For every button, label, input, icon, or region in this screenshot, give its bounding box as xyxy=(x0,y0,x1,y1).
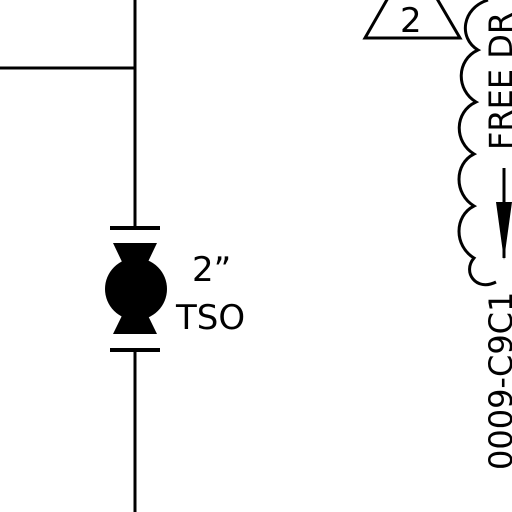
valve-type-label: TSO xyxy=(175,298,245,338)
flow-arrowhead xyxy=(496,202,512,260)
tso-valve-symbol xyxy=(105,243,167,334)
revision-cloud xyxy=(457,0,497,287)
revision-triangle: 2 xyxy=(362,0,463,41)
vertical-note-upper: FREE DR xyxy=(482,12,512,150)
revision-number: 2 xyxy=(400,1,422,41)
vertical-note-lower: 0009-C9C1 xyxy=(482,292,512,470)
valve-size-label: 2” xyxy=(192,250,231,290)
